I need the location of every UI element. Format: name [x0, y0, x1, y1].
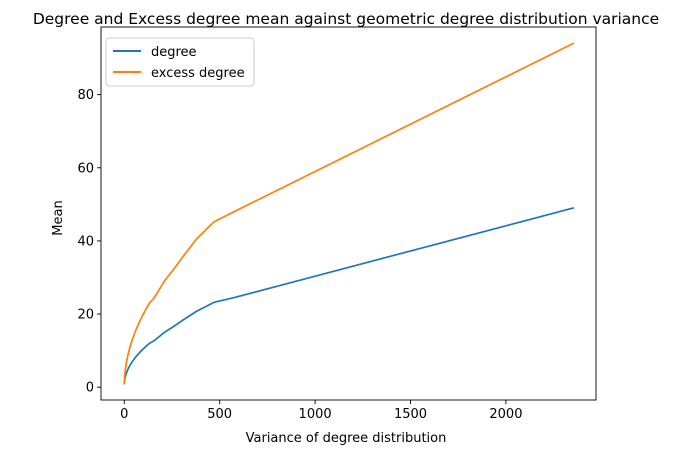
x-tick-label: 1000 [299, 407, 332, 422]
x-tick-label: 2000 [489, 407, 522, 422]
legend: degree excess degree [105, 37, 255, 87]
y-tick-label: 20 [77, 308, 94, 323]
plot-border [100, 26, 597, 401]
legend-label-excess-degree: excess degree [151, 66, 245, 81]
series-line-excess-degree [123, 42, 575, 385]
legend-box [105, 37, 255, 87]
x-tick-label: 1500 [394, 407, 427, 422]
x-axis-label: Variance of degree distribution [246, 431, 447, 446]
x-tick-label: 0 [120, 407, 128, 422]
y-tick-label: 40 [77, 234, 94, 249]
legend-label-degree: degree [151, 45, 197, 60]
series-layer [123, 42, 575, 385]
y-axis-label: Mean [51, 200, 66, 235]
chart-title: Degree and Excess degree mean against ge… [33, 10, 659, 28]
x-tick-label: 500 [207, 407, 232, 422]
y-tick-label: 0 [86, 381, 94, 396]
y-tick-label: 60 [77, 161, 94, 176]
y-tick-label: 80 [77, 88, 94, 103]
plot-area [101, 27, 596, 400]
series-line-degree [123, 206, 575, 385]
axes-layer: 0 500 1000 1500 2000 0 20 40 60 80 [77, 88, 522, 422]
